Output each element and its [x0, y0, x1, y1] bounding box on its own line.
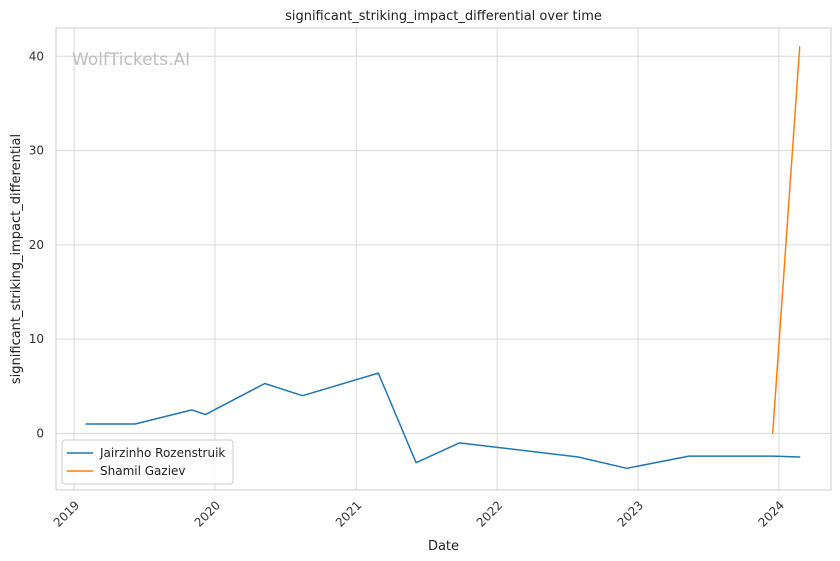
legend-label-jairzinho-rozenstruik: Jairzinho Rozenstruik — [99, 446, 225, 460]
legend-box — [61, 439, 234, 485]
watermark: WolfTickets.AI — [72, 50, 190, 70]
x-tick-label-2020: 2020 — [192, 498, 223, 529]
legend: Jairzinho Rozenstruik Shamil Gaziev — [61, 439, 234, 485]
plot-frame — [55, 27, 832, 491]
y-tick-label-10: 10 — [29, 332, 44, 346]
x-tick-label-2024: 2024 — [756, 498, 787, 529]
series-line-jairzinho-rozenstruik — [85, 372, 801, 470]
legend-label-shamil-gaziev: Shamil Gaziev — [100, 464, 186, 478]
series-layer — [85, 46, 801, 470]
x-tick-label-2019: 2019 — [51, 498, 82, 529]
plot-area — [56, 28, 831, 490]
y-tick-label-0: 0 — [36, 426, 44, 440]
y-tick-label-40: 40 — [29, 49, 44, 63]
y-tick-label-20: 20 — [29, 238, 44, 252]
x-tick-label-2023: 2023 — [615, 498, 646, 529]
x-axis-label: Date — [428, 539, 459, 554]
x-tick-labels: 2019 2020 2021 2022 2023 2024 — [51, 498, 787, 529]
series-line-shamil-gaziev — [771, 46, 801, 435]
y-tick-labels: 0 10 20 30 40 — [29, 49, 44, 440]
x-tick-label-2022: 2022 — [474, 498, 505, 529]
x-tick-label-2021: 2021 — [333, 498, 364, 529]
grid — [56, 28, 831, 490]
y-axis-label: significant_striking_impact_differential — [9, 134, 24, 384]
y-tick-label-30: 30 — [29, 144, 44, 158]
chart-title: significant_striking_impact_differential… — [285, 9, 602, 24]
